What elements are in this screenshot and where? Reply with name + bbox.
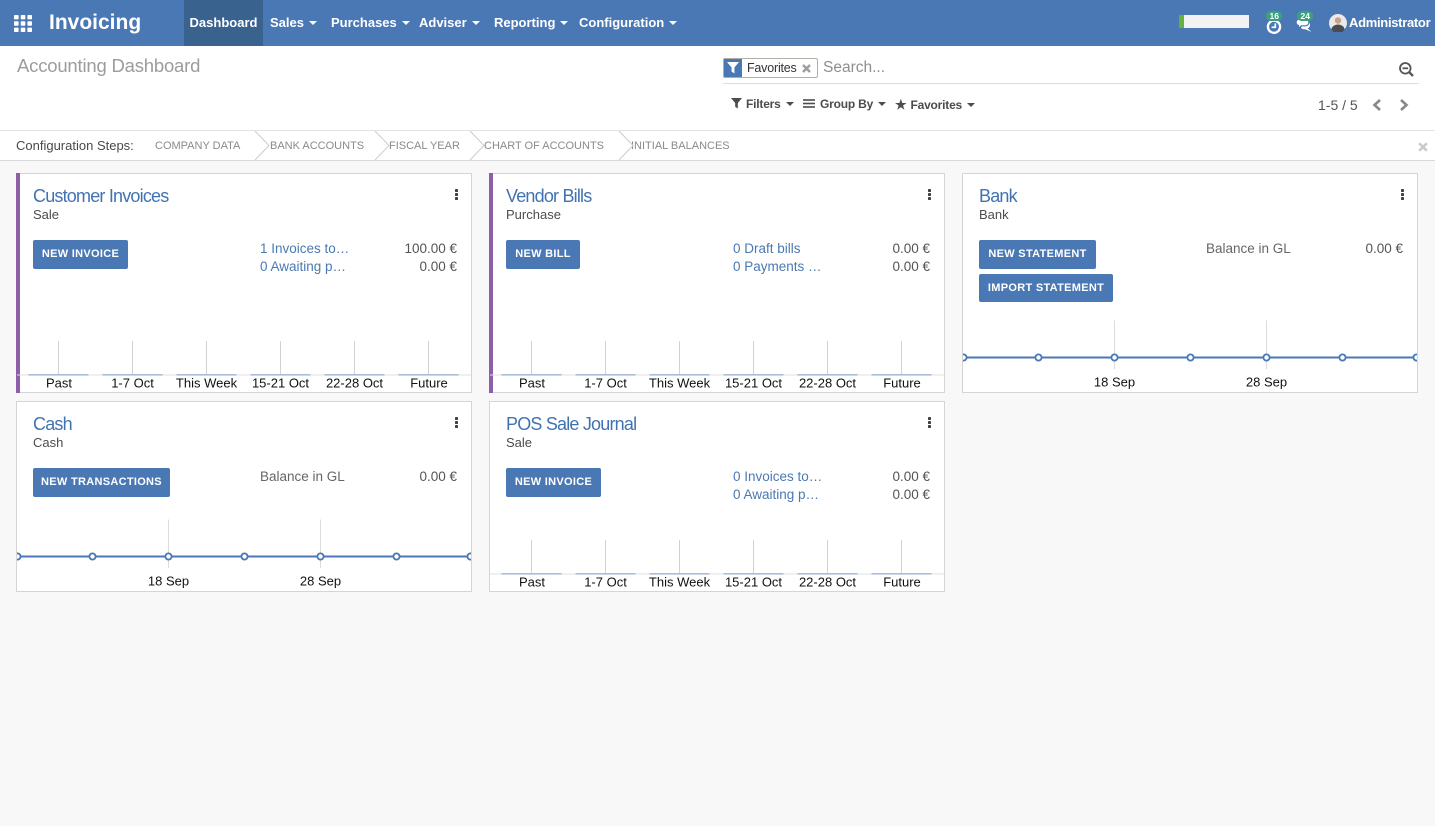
svg-text:18 Sep: 18 Sep bbox=[148, 574, 189, 589]
svg-text:28 Sep: 28 Sep bbox=[300, 574, 341, 589]
svg-text:15-21 Oct: 15-21 Oct bbox=[725, 376, 782, 391]
svg-text:Future: Future bbox=[410, 376, 448, 391]
svg-text:Past: Past bbox=[46, 376, 72, 391]
svg-text:1-7 Oct: 1-7 Oct bbox=[584, 575, 627, 590]
svg-text:This Week: This Week bbox=[649, 376, 711, 391]
svg-text:18 Sep: 18 Sep bbox=[1094, 375, 1135, 390]
svg-text:15-21 Oct: 15-21 Oct bbox=[252, 376, 309, 391]
svg-text:Past: Past bbox=[519, 575, 545, 590]
svg-text:This Week: This Week bbox=[649, 575, 711, 590]
svg-text:This Week: This Week bbox=[176, 376, 238, 391]
svg-text:22-28 Oct: 22-28 Oct bbox=[799, 575, 856, 590]
svg-text:22-28 Oct: 22-28 Oct bbox=[799, 376, 856, 391]
svg-text:22-28 Oct: 22-28 Oct bbox=[326, 376, 383, 391]
svg-text:Future: Future bbox=[883, 575, 921, 590]
svg-text:28 Sep: 28 Sep bbox=[1246, 375, 1287, 390]
svg-text:Past: Past bbox=[519, 376, 545, 391]
svg-text:15-21 Oct: 15-21 Oct bbox=[725, 575, 782, 590]
svg-text:1-7 Oct: 1-7 Oct bbox=[111, 376, 154, 391]
svg-text:1-7 Oct: 1-7 Oct bbox=[584, 376, 627, 391]
svg-text:Future: Future bbox=[883, 376, 921, 391]
